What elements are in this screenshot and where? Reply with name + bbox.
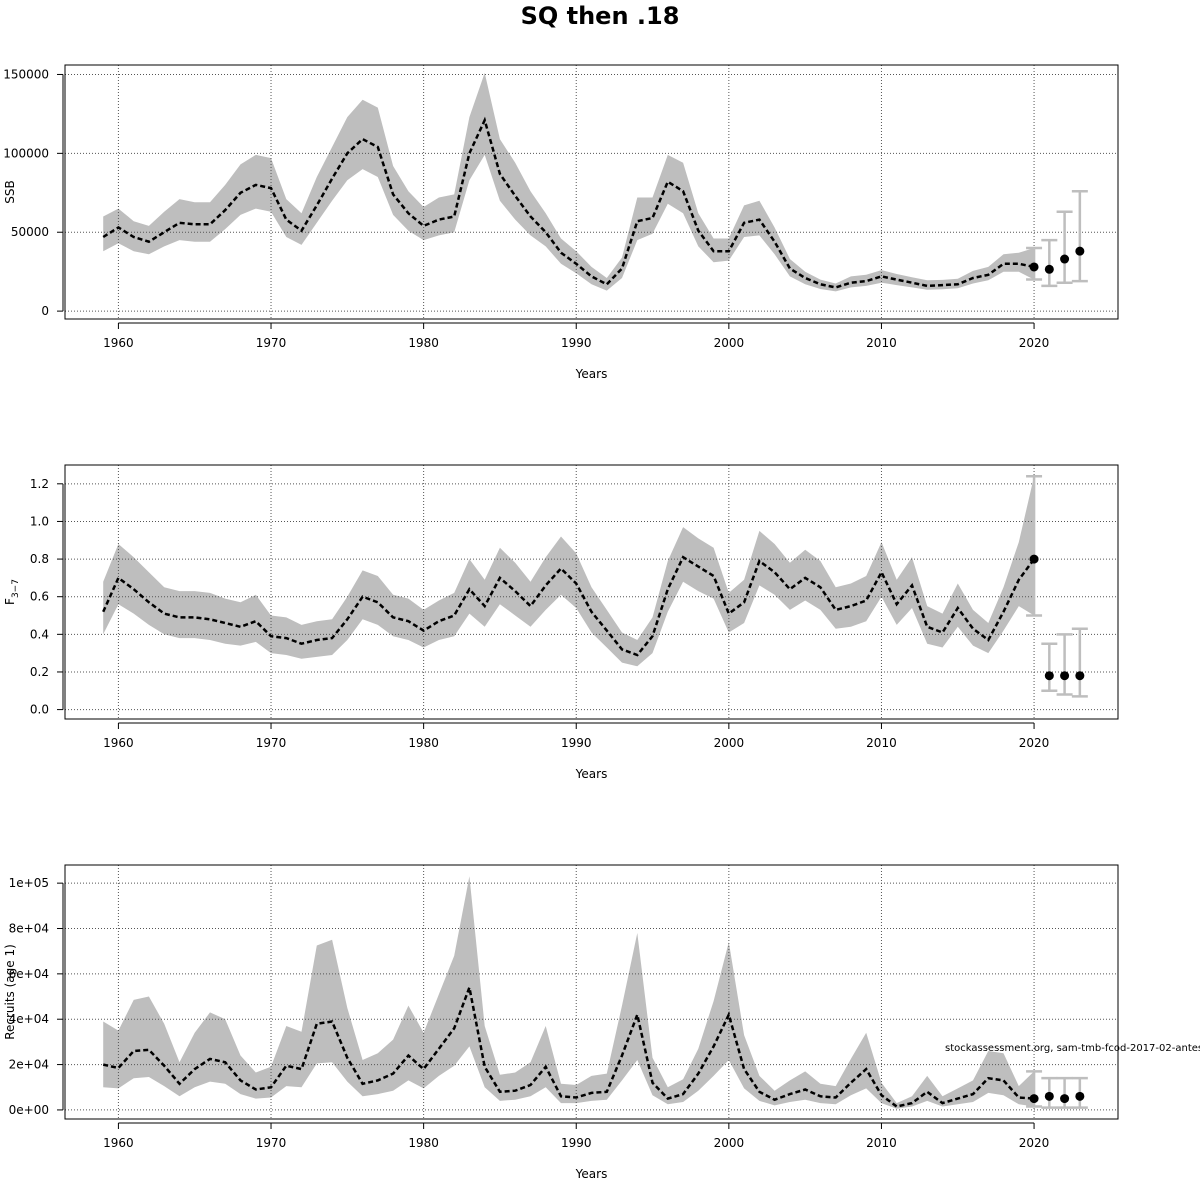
- y-tick-label: 100000: [3, 146, 49, 160]
- y-tick-label: 2e+04: [9, 1058, 49, 1072]
- y-tick-label: 50000: [11, 225, 49, 239]
- y-tick-label: 6e+04: [9, 967, 49, 981]
- x-axis-title: Years: [575, 1167, 608, 1181]
- y-tick-label: 1e+05: [9, 876, 49, 890]
- forecast-point: [1029, 1094, 1039, 1104]
- fbar-panel: 1960 1970 1980 1990 2000 2010 2020 0.0 0.2 0.4 0.6…: [3, 464, 1119, 781]
- x-tick-label: 1960: [103, 1136, 134, 1150]
- x-tick-label: 1970: [256, 336, 287, 350]
- y-axis-title: SSB: [3, 180, 17, 203]
- plot-frame: [64, 464, 1119, 720]
- forecast-point: [1044, 1091, 1054, 1101]
- forecast-point: [1075, 246, 1085, 256]
- recruits-panel: 1960 1970 1980 1990 2000 2010 2020 0e+00 2e+04 4e…: [3, 864, 1119, 1181]
- y-axis-title-text: Recruits (age 1): [3, 944, 17, 1040]
- y-axis-title-text: F: [3, 598, 17, 605]
- x-tick-label: 1980: [408, 336, 439, 350]
- y-tick-label: 0.2: [30, 665, 49, 679]
- forecast-point: [1044, 264, 1054, 274]
- x-tick-label: 1970: [256, 1136, 287, 1150]
- estimate-line: [102, 555, 1036, 657]
- x-tick-label: 1970: [256, 736, 287, 750]
- y-tick-label: 0.6: [30, 590, 49, 604]
- x-tick-label: 2020: [1019, 336, 1050, 350]
- x-tick-label: 2010: [866, 336, 897, 350]
- x-tick-label: 2020: [1019, 736, 1050, 750]
- x-tick-label: 2000: [714, 736, 745, 750]
- x-tick-label: 1960: [103, 736, 134, 750]
- y-tick-label: 0: [41, 304, 49, 318]
- y-tick-label: 1.0: [30, 514, 49, 528]
- x-axis-title: Years: [575, 367, 608, 381]
- forecast-point: [1060, 254, 1070, 264]
- y-tick-label: 4e+04: [9, 1012, 49, 1026]
- x-tick-label: 1990: [561, 336, 592, 350]
- y-axis-title: Recruits (age 1): [3, 944, 17, 1040]
- x-tick-label: 2020: [1019, 1136, 1050, 1150]
- y-tick-label: 150000: [3, 67, 49, 81]
- y-axis-title: F3−7: [3, 579, 21, 605]
- y-axis-title-subscript: 3−7: [11, 579, 21, 598]
- y-tick-label: 8e+04: [9, 922, 49, 936]
- confidence-band: [103, 876, 1035, 1109]
- confidence-band: [103, 476, 1035, 667]
- ssb-panel: 1960 1970 1980 1990 2000 2010 2020 0 50000 100000…: [3, 64, 1119, 381]
- y-tick-label: 1.2: [30, 477, 49, 491]
- y-axis-title-text: SSB: [3, 180, 17, 203]
- forecast-point: [1044, 671, 1054, 681]
- x-tick-label: 2010: [866, 1136, 897, 1150]
- y-tick-label: 0.8: [30, 552, 49, 566]
- x-tick-label: 1980: [408, 736, 439, 750]
- x-tick-label: 1980: [408, 1136, 439, 1150]
- estimate-line: [102, 982, 1035, 1108]
- x-tick-label: 2010: [866, 736, 897, 750]
- x-axis-title: Years: [575, 767, 608, 781]
- y-tick-label: 0e+00: [9, 1103, 49, 1117]
- x-tick-label: 2000: [714, 1136, 745, 1150]
- x-tick-label: 2000: [714, 336, 745, 350]
- x-tick-label: 1990: [561, 1136, 592, 1150]
- forecast-point: [1060, 1094, 1070, 1104]
- forecast-point: [1075, 1091, 1085, 1101]
- plot-frame: [64, 864, 1119, 1120]
- watermark: stockassessment.org, sam-tmb-fcod-2017-0…: [945, 1043, 1200, 1054]
- forecast-point: [1060, 671, 1070, 681]
- confidence-band: [103, 72, 1035, 292]
- plot-frame: [64, 64, 1119, 320]
- y-tick-label: 0.4: [30, 627, 49, 641]
- forecast-point: [1029, 554, 1039, 564]
- forecast-point: [1075, 671, 1085, 681]
- y-tick-label: 0.0: [30, 703, 49, 717]
- estimate-line: [102, 116, 1035, 289]
- x-tick-label: 1960: [103, 336, 134, 350]
- x-tick-label: 1990: [561, 736, 592, 750]
- forecast-point: [1029, 262, 1039, 272]
- page-title: SQ then .18: [520, 2, 680, 30]
